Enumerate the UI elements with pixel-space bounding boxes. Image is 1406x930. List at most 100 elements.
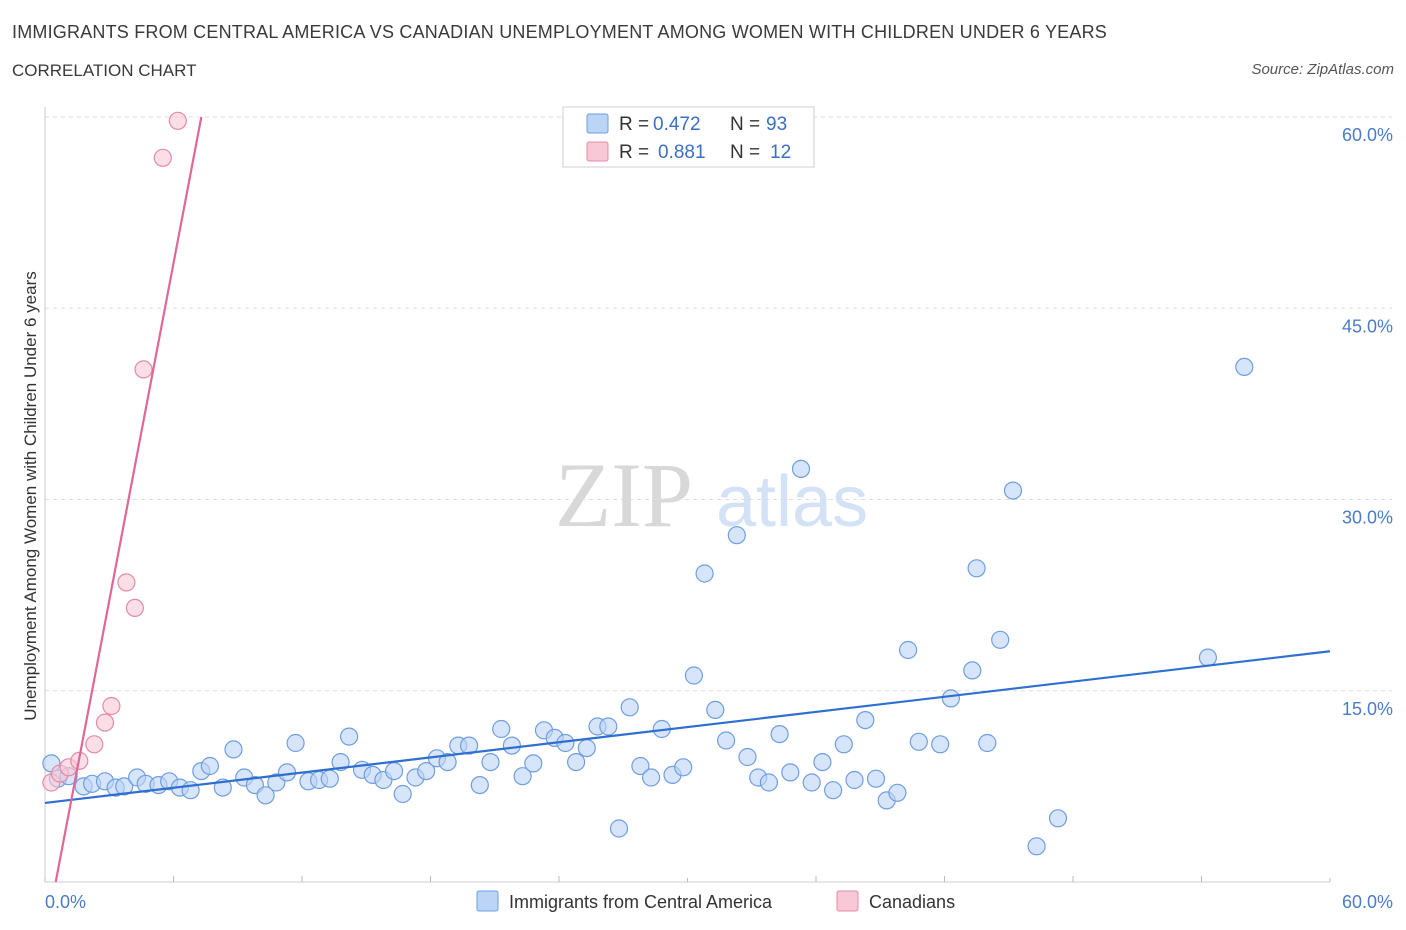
immigrants-point-55 <box>631 756 650 776</box>
immigrants-point-35 <box>417 761 436 781</box>
immigrants-trend-line <box>44 650 1331 805</box>
immigrants-point-15 <box>200 756 219 776</box>
canadians-point-7 <box>117 573 136 592</box>
stats-n-label-2: N = <box>730 142 760 163</box>
chart-subtitle: CORRELATION CHART <box>12 61 197 80</box>
x-tick-label-min: 0.0% <box>45 892 86 912</box>
axes <box>44 107 1331 883</box>
stats-n-label-1: N = <box>730 114 760 135</box>
trend-lines <box>44 116 1331 883</box>
immigrants-point-27 <box>331 752 350 772</box>
canadians-point-5 <box>95 713 115 732</box>
stats-r-label-1: R = <box>619 114 649 135</box>
x-tick-label-max: 60.0% <box>1342 892 1393 912</box>
immigrants-point-33 <box>393 784 412 804</box>
stats-legend-blue-swatch <box>586 113 609 134</box>
canadians-point-8 <box>125 598 144 618</box>
immigrants-point-52 <box>599 717 618 736</box>
y-tick-label-15: 15.0% <box>1342 699 1393 719</box>
immigrants-point-41 <box>481 752 500 772</box>
immigrants-point-43 <box>502 736 521 755</box>
legend-canadians-swatch <box>836 890 859 912</box>
stats-r-value-1: 0.472 <box>653 114 701 135</box>
immigrants-point-83 <box>941 689 961 708</box>
immigrants-point-61 <box>695 564 714 583</box>
immigrants-point-45 <box>524 754 543 773</box>
immigrants-point-70 <box>791 459 811 478</box>
immigrants-point-81 <box>909 732 928 751</box>
immigrants-point-67 <box>759 773 779 792</box>
stats-n-value-2: 12 <box>770 142 791 163</box>
immigrants-point-26 <box>320 769 339 788</box>
canadians-point-10 <box>153 148 172 167</box>
source-label: Source: ZipAtlas.com <box>1251 61 1394 78</box>
immigrants-point-71 <box>802 773 821 792</box>
chart-title: IMMIGRANTS FROM CENTRAL AMERICA VS CANAD… <box>12 22 1107 42</box>
immigrants-point-85 <box>967 559 986 578</box>
immigrants-point-54 <box>620 698 639 717</box>
immigrants-point-64 <box>727 526 746 545</box>
immigrants-point-20 <box>256 786 275 805</box>
y-tick-label-60: 60.0% <box>1342 125 1393 145</box>
series-immigrants-points <box>42 357 1254 856</box>
stats-r-label-2: R = <box>619 142 649 163</box>
immigrants-point-77 <box>866 769 886 788</box>
stats-legend-pink-swatch <box>586 141 609 162</box>
immigrants-point-22 <box>277 763 297 782</box>
immigrants-point-65 <box>738 747 757 767</box>
immigrants-point-44 <box>513 767 532 786</box>
immigrants-point-82 <box>931 735 950 754</box>
immigrants-point-42 <box>492 719 511 739</box>
immigrants-point-40 <box>470 775 489 795</box>
immigrants-point-74 <box>834 735 853 754</box>
bottom-legend: Immigrants from Central America Canadian… <box>476 890 955 912</box>
y-tick-label-30: 30.0% <box>1342 508 1393 528</box>
immigrants-point-17 <box>224 740 243 759</box>
immigrants-point-69 <box>781 763 800 782</box>
canadians-point-11 <box>168 111 187 130</box>
immigrants-point-90 <box>1048 809 1068 828</box>
immigrants-point-72 <box>813 752 832 772</box>
immigrants-point-49 <box>566 752 586 772</box>
immigrants-point-89 <box>1027 837 1046 856</box>
immigrants-point-50 <box>577 738 596 758</box>
immigrants-point-56 <box>641 768 661 787</box>
legend-immigrants-swatch <box>476 890 499 912</box>
canadians-trend-line <box>54 116 203 883</box>
immigrants-point-28 <box>340 727 359 746</box>
immigrants-point-68 <box>770 724 789 744</box>
immigrants-point-92 <box>1235 357 1254 376</box>
immigrants-point-86 <box>978 733 997 753</box>
immigrants-point-23 <box>286 733 305 753</box>
immigrants-point-84 <box>963 661 982 680</box>
stats-n-value-1: 93 <box>766 114 787 135</box>
immigrants-point-80 <box>898 640 918 660</box>
immigrants-point-87 <box>991 630 1010 649</box>
immigrants-point-39 <box>460 736 479 755</box>
immigrants-point-60 <box>684 666 704 685</box>
stats-legend: R = 0.472 N = 93 R = 0.881 N = 12 <box>562 106 815 168</box>
canadians-point-9 <box>134 360 153 379</box>
immigrants-point-7 <box>115 777 134 796</box>
grid-lines <box>45 116 1392 692</box>
immigrants-point-75 <box>845 770 864 790</box>
series-canadians-points <box>42 111 187 792</box>
legend-immigrants-label: Immigrants from Central America <box>509 892 773 912</box>
immigrants-point-62 <box>706 700 725 720</box>
y-axis-label: Unemployment Among Women with Children U… <box>21 271 40 720</box>
immigrants-point-73 <box>823 781 843 800</box>
tick-labels: 15.0% 30.0% 45.0% 60.0% 0.0% 60.0% <box>45 125 1393 912</box>
immigrants-point-76 <box>856 710 875 730</box>
canadians-point-6 <box>102 696 121 716</box>
immigrants-point-37 <box>438 752 457 772</box>
immigrants-point-59 <box>674 758 693 777</box>
canadians-point-4 <box>85 735 104 754</box>
immigrants-point-91 <box>1198 648 1218 667</box>
y-tick-label-45: 45.0% <box>1342 316 1393 336</box>
immigrants-point-79 <box>888 783 907 802</box>
immigrants-point-32 <box>385 761 404 781</box>
watermark-zip: ZIP <box>555 444 693 546</box>
legend-canadians-label: Canadians <box>869 892 955 912</box>
immigrants-point-63 <box>716 731 736 750</box>
